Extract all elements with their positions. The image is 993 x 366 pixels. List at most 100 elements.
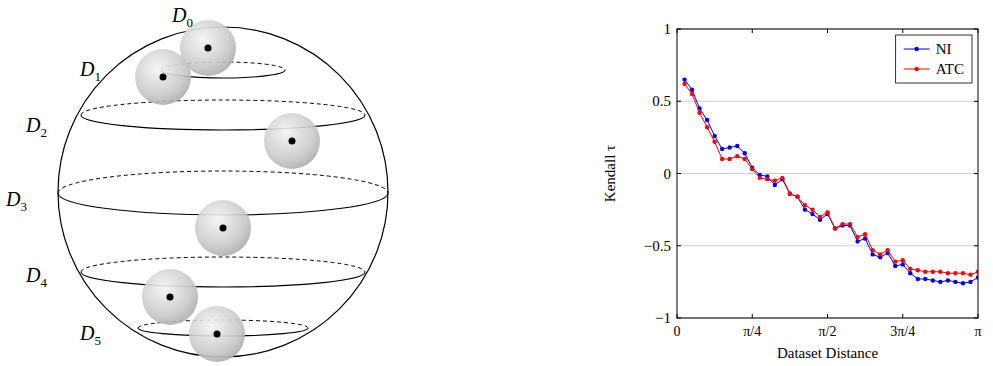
x-tick [752,29,753,33]
series-marker [697,111,701,115]
x-tick [902,29,903,33]
series-marker [916,277,920,281]
series-marker [848,222,852,226]
series-marker [758,176,762,180]
series-marker [878,252,882,256]
label-subscript: 1 [94,69,101,84]
series-marker [885,248,889,252]
grid-line [677,173,978,174]
plot-data [682,77,978,285]
dataset-label: D0 [171,4,193,30]
legend-label: ATC [936,61,964,77]
x-tick [752,314,753,318]
series-marker [931,270,935,274]
dataset-point [214,331,221,338]
dataset-ball [142,269,198,325]
label-subscript: 2 [40,125,47,140]
label-subscript: 4 [40,275,47,290]
series-marker [833,226,837,230]
series-marker [953,271,957,275]
series-marker [825,210,829,214]
series-marker [773,179,777,183]
x-axis-title: Dataset Distance [777,345,879,361]
x-tick [827,314,828,318]
dataset-point [220,225,227,232]
dataset-point [205,45,212,52]
y-axis-title: Kendall τ [602,145,618,202]
y-tick [677,101,681,102]
dataset-ball [264,113,320,169]
legend-swatch-marker [914,47,918,51]
y-tick [974,101,978,102]
x-tick [902,314,903,318]
plot-frame [677,29,978,318]
latitude-back [81,100,365,115]
x-tick-label: 0 [674,324,681,339]
series-marker [953,280,957,284]
y-tick [974,173,978,174]
series-marker [870,248,874,252]
x-tick-label: π/2 [819,324,837,339]
series-marker [682,82,686,86]
series-marker [727,157,731,161]
x-tick-label: 3π/4 [890,324,915,339]
dataset-point [167,294,174,301]
series-marker [795,194,799,198]
dataset-ball [195,200,251,256]
label-subscript: 5 [94,333,101,348]
series-marker [727,145,731,149]
dataset-ball [189,306,245,362]
series-marker [690,92,694,96]
label-subscript: 3 [20,199,27,214]
series-marker [788,192,792,196]
legend-swatch-marker [914,67,918,71]
series-marker [818,215,822,219]
grid-line [677,245,978,246]
grid-line [677,101,978,102]
series-marker [863,232,867,236]
latitude-front [81,115,365,130]
x-tick-label: π [974,324,981,339]
legend-box [896,35,972,83]
series-marker [795,194,799,198]
y-tick-label: −0.5 [644,238,671,254]
y-tick-label: −1 [655,310,671,326]
label-symbol: D [25,264,41,286]
series-marker [870,252,874,256]
series-marker [712,140,716,144]
series-marker [735,144,739,148]
series-marker [938,280,942,284]
dataset-point [160,74,167,81]
series-marker [938,270,942,274]
dataset-label: D3 [5,188,27,214]
series-marker [712,134,716,138]
series-marker [773,183,777,187]
series-marker [840,222,844,226]
dataset-point [289,138,296,145]
latitude-front [81,272,365,287]
series-marker [735,154,739,158]
y-tick-label: 0.5 [652,93,671,109]
series-marker [931,278,935,282]
series-marker [893,264,897,268]
series-marker [743,157,747,161]
x-tick-label: π/4 [743,324,761,339]
series-marker [765,177,769,181]
legend: NIATC [896,35,972,83]
series-marker [923,277,927,281]
series-marker [923,270,927,274]
series-marker [908,267,912,271]
series-marker [788,192,792,196]
series-marker [743,151,747,155]
x-tick [827,29,828,33]
series-marker [946,278,950,282]
dataset-label: D2 [25,114,47,140]
series-marker [961,271,965,275]
y-tick-label: 1 [664,21,672,37]
series-marker [780,176,784,180]
series-marker [901,258,905,262]
label-symbol: D [25,114,41,136]
series-marker [705,125,709,129]
series-marker [803,203,807,207]
series-marker [968,280,972,284]
